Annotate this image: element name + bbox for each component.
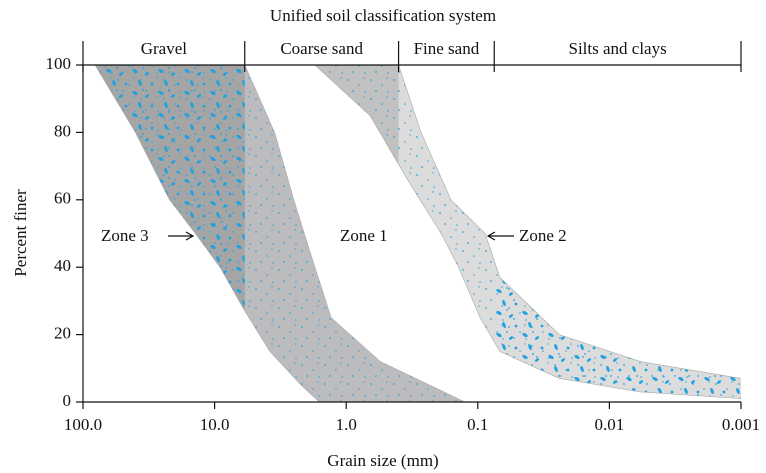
chart-title: Unified soil classification system: [270, 6, 496, 25]
y-tick-label: 80: [54, 121, 71, 140]
x-tick-label: 0.001: [722, 415, 760, 434]
arrow: [486, 231, 514, 241]
x-tick-label: 10.0: [200, 415, 230, 434]
boundary-curve: [244, 64, 466, 403]
x-tick-label: 0.1: [467, 415, 488, 434]
y-tick-label: 40: [54, 256, 71, 275]
band: [244, 65, 742, 402]
y-tick-label: 100: [46, 54, 72, 73]
class-label: Fine sand: [414, 39, 480, 58]
arrow: [168, 231, 195, 241]
boundary-curve: [314, 64, 742, 399]
boundary-curve: [398, 64, 742, 379]
boundary-curve: [94, 64, 320, 403]
y-tick-label: 60: [54, 189, 71, 208]
y-tick-label: 20: [54, 324, 71, 343]
x-tick-label: 0.01: [595, 415, 625, 434]
zone-label: Zone 2: [519, 226, 567, 245]
x-axis-label: Grain size (mm): [327, 451, 438, 470]
class-label: Gravel: [141, 39, 188, 58]
zone-label: Zone 3: [101, 226, 149, 245]
y-tick-label: 0: [63, 391, 72, 410]
x-tick-label: 100.0: [64, 415, 102, 434]
class-label: Coarse sand: [280, 39, 363, 58]
bands: [95, 65, 742, 402]
x-tick-label: 1.0: [336, 415, 357, 434]
zone-label: Zone 1: [340, 226, 388, 245]
y-axis-label: Percent finer: [11, 189, 30, 277]
class-label: Silts and clays: [569, 39, 667, 58]
